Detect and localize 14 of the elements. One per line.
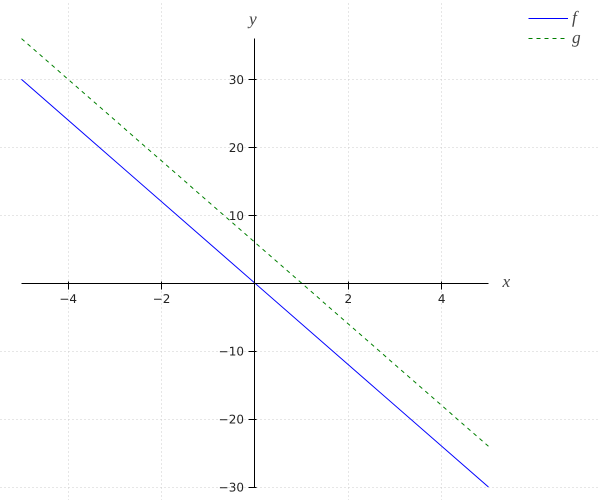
y-tick-label: 30 [228, 72, 244, 87]
x-tick-label: 2 [344, 292, 352, 306]
x-tick-label: 4 [438, 292, 446, 306]
x-tick-label: −2 [152, 292, 170, 306]
x-tick-label: −4 [59, 292, 78, 306]
y-tick-label: −20 [218, 412, 244, 427]
x-axis-title: x [501, 272, 510, 292]
y-tick-label: 10 [228, 208, 244, 223]
y-tick-label: −30 [218, 480, 244, 495]
y-tick-label: 20 [228, 140, 244, 155]
legend-label: f [572, 8, 580, 28]
y-axis-title: y [246, 10, 257, 29]
legend-label: g [572, 28, 582, 48]
y-tick-label: −10 [218, 344, 244, 359]
